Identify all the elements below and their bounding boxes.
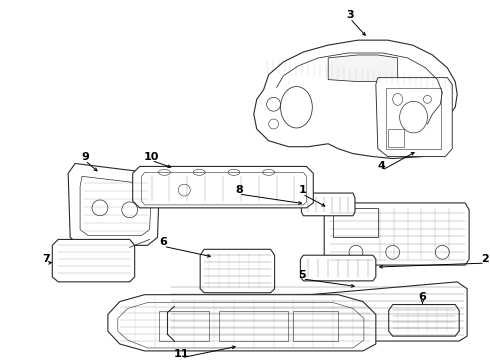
Polygon shape (52, 239, 135, 282)
Text: 9: 9 (81, 152, 89, 162)
Polygon shape (301, 193, 355, 216)
Polygon shape (389, 305, 459, 336)
Polygon shape (68, 163, 159, 246)
Polygon shape (328, 55, 398, 82)
Text: 2: 2 (481, 254, 489, 264)
Text: 3: 3 (346, 9, 354, 19)
Polygon shape (333, 208, 378, 238)
Text: 8: 8 (235, 185, 243, 195)
Polygon shape (300, 255, 376, 281)
Text: 6: 6 (418, 292, 426, 302)
Text: 4: 4 (378, 161, 386, 171)
Text: 6: 6 (160, 237, 168, 247)
Polygon shape (108, 295, 376, 351)
Polygon shape (133, 166, 313, 208)
Polygon shape (168, 282, 467, 341)
Text: 7: 7 (43, 254, 50, 264)
Text: 5: 5 (298, 270, 306, 280)
Polygon shape (376, 78, 452, 157)
Text: 10: 10 (144, 152, 159, 162)
Polygon shape (324, 203, 469, 265)
Polygon shape (254, 40, 457, 158)
Text: 1: 1 (298, 185, 306, 195)
Text: 11: 11 (173, 349, 189, 359)
Polygon shape (200, 249, 274, 293)
